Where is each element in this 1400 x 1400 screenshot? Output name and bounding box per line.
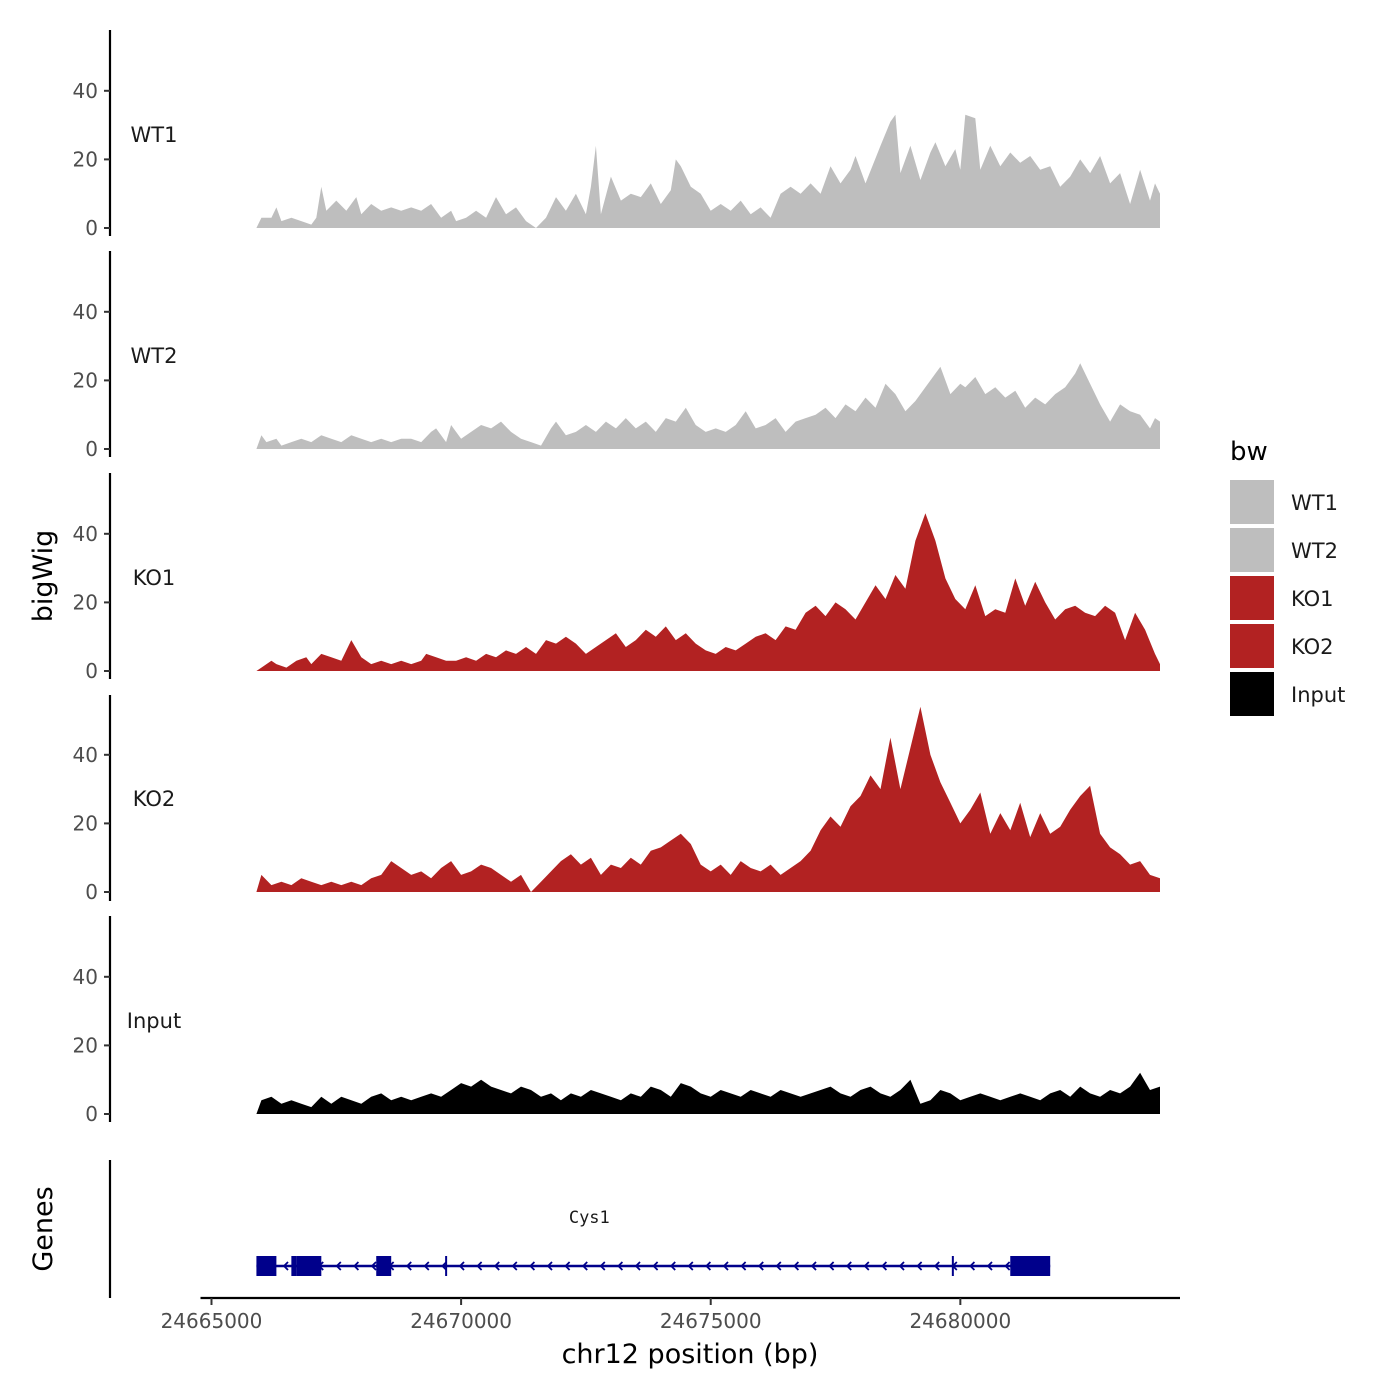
y-tick-label: 20 xyxy=(73,368,98,392)
track-label-ko2: KO2 xyxy=(133,787,176,811)
x-tick-label: 24680000 xyxy=(909,1309,1011,1333)
y-tick-label: 20 xyxy=(73,811,98,835)
strand-arrow xyxy=(511,1261,518,1271)
exon xyxy=(291,1256,297,1276)
strand-arrow xyxy=(705,1261,712,1271)
track-label-wt2: WT2 xyxy=(131,344,178,368)
strand-arrow xyxy=(458,1261,465,1271)
x-tick-label: 24675000 xyxy=(660,1309,762,1333)
strand-arrow xyxy=(810,1261,817,1271)
strand-arrow xyxy=(546,1261,553,1271)
track-label-wt1: WT1 xyxy=(131,123,178,147)
legend-label-ko1: KO1 xyxy=(1291,587,1334,611)
y-axis-title: bigWig xyxy=(28,530,59,623)
gene-track: Cys1 xyxy=(108,1160,1051,1298)
strand-arrow xyxy=(933,1261,940,1271)
strand-arrow xyxy=(441,1261,448,1271)
strand-arrow xyxy=(986,1261,993,1271)
y-tick-label: 20 xyxy=(73,590,98,614)
strand-arrow xyxy=(652,1261,659,1271)
y-tick-label: 0 xyxy=(85,659,98,683)
strand-arrow xyxy=(740,1261,747,1271)
strand-arrow xyxy=(423,1261,430,1271)
track-input: 0 20 40 Input xyxy=(73,916,1160,1126)
legend-label-wt1: WT1 xyxy=(1291,491,1338,515)
y-tick-label: 40 xyxy=(73,300,98,324)
strand-arrow xyxy=(863,1261,870,1271)
area-wt2 xyxy=(256,363,1160,449)
strand-arrow xyxy=(493,1261,500,1271)
x-axis-title: chr12 position (bp) xyxy=(562,1339,819,1370)
y-tick-label: 0 xyxy=(85,880,98,904)
legend-key-wt1 xyxy=(1230,480,1274,524)
strand-arrow xyxy=(564,1261,571,1271)
legend-title: bw xyxy=(1230,437,1268,467)
y-tick-label: 0 xyxy=(85,1102,98,1126)
strand-arrow xyxy=(353,1261,360,1271)
area-wt1 xyxy=(256,114,1160,228)
track-ko1: 0 20 40 KO1 xyxy=(73,473,1160,683)
y-tick-label: 40 xyxy=(73,522,98,546)
y-tick-label: 40 xyxy=(73,965,98,989)
strand-arrow xyxy=(1004,1261,1011,1271)
strand-arrow xyxy=(828,1261,835,1271)
y-tick-label: 20 xyxy=(73,147,98,171)
gene-cys1: Cys1 xyxy=(256,1208,1051,1276)
track-wt1: 0 20 40 WT1 xyxy=(73,30,1160,240)
strand-arrow xyxy=(581,1261,588,1271)
x-axis: 24665000 24670000 24675000 24680000 xyxy=(161,1296,1180,1333)
exon xyxy=(1010,1256,1051,1276)
track-label-ko1: KO1 xyxy=(133,566,176,590)
y-tick-label: 20 xyxy=(73,1033,98,1057)
x-tick-label: 24665000 xyxy=(161,1309,263,1333)
strand-arrow xyxy=(617,1261,624,1271)
strand-arrow xyxy=(881,1261,888,1271)
strand-arrow xyxy=(634,1261,641,1271)
y-tick-label: 0 xyxy=(85,437,98,461)
tracks: 0 20 40 WT1 0 20 40 WT2 0 20 40 KO1 0 20 40 KO2 0 20 40 Inp… xyxy=(73,30,1160,1126)
strand-arrow xyxy=(775,1261,782,1271)
legend-label-wt2: WT2 xyxy=(1291,539,1338,563)
strand-arrow xyxy=(845,1261,852,1271)
legend-label-input: Input xyxy=(1291,683,1345,707)
exon xyxy=(376,1256,392,1276)
legend-key-wt2 xyxy=(1230,528,1274,572)
strand-arrow xyxy=(793,1261,800,1271)
strand-arrow xyxy=(722,1261,729,1271)
track-label-input: Input xyxy=(127,1009,181,1033)
y-tick-label: 40 xyxy=(73,79,98,103)
strand-arrow xyxy=(757,1261,764,1271)
strand-arrow xyxy=(476,1261,483,1271)
strand-arrow xyxy=(529,1261,536,1271)
area-input xyxy=(256,1072,1160,1114)
strand-arrow xyxy=(898,1261,905,1271)
strand-arrow xyxy=(687,1261,694,1271)
legend-key-input xyxy=(1230,672,1274,716)
area-ko1 xyxy=(256,513,1160,671)
strand-arrow xyxy=(335,1261,342,1271)
strand-arrow xyxy=(405,1261,412,1271)
genes-track-title: Genes xyxy=(28,1186,59,1271)
legend: bw WT1 WT2 KO1 KO2 Input xyxy=(1230,437,1345,716)
legend-label-ko2: KO2 xyxy=(1291,635,1334,659)
y-tick-label: 40 xyxy=(73,743,98,767)
y-tick-label: 0 xyxy=(85,216,98,240)
strand-arrow xyxy=(916,1261,923,1271)
x-tick-label: 24670000 xyxy=(410,1309,512,1333)
legend-key-ko2 xyxy=(1230,624,1274,668)
strand-arrow xyxy=(669,1261,676,1271)
strand-arrow xyxy=(969,1261,976,1271)
track-ko2: 0 20 40 KO2 xyxy=(73,695,1160,904)
strand-arrow xyxy=(282,1261,289,1271)
strand-arrow xyxy=(599,1261,606,1271)
strand-arrow xyxy=(370,1261,377,1271)
legend-key-ko1 xyxy=(1230,576,1274,620)
exon xyxy=(296,1256,322,1276)
gene-name-label: Cys1 xyxy=(569,1208,610,1228)
exon xyxy=(256,1256,277,1276)
track-wt2: 0 20 40 WT2 xyxy=(73,251,1160,461)
area-ko2 xyxy=(256,706,1160,892)
